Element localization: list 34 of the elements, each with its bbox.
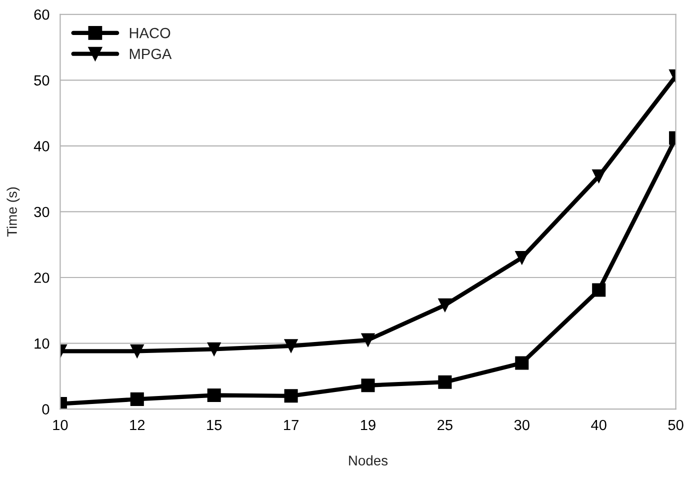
x-axis-title: Nodes [349, 455, 388, 466]
y-tick-label: 60 [34, 9, 50, 20]
x-tick-label: 19 [360, 420, 376, 430]
point [592, 169, 606, 183]
y-tick-label: 20 [34, 272, 50, 283]
point [130, 344, 144, 358]
point [361, 378, 375, 392]
point [361, 333, 375, 347]
y-tick-label: 50 [34, 75, 50, 86]
legend-label: HACO [130, 28, 170, 38]
x-tick-label: 25 [438, 420, 452, 430]
point [592, 283, 606, 297]
x-tick-label: 30 [514, 420, 530, 430]
point [438, 298, 452, 312]
y-axis-title: Time (s) [6, 187, 20, 237]
point [284, 339, 298, 353]
x-tick-label: 15 [207, 420, 222, 430]
x-tick-label: 40 [591, 420, 606, 430]
x-tick-label: 17 [284, 420, 298, 430]
point [284, 389, 298, 403]
y-tick-label: 40 [34, 141, 50, 152]
y-tick-label: 10 [34, 338, 50, 349]
point [207, 388, 221, 402]
x-tick-label: 12 [130, 420, 145, 430]
point [438, 375, 452, 389]
point [207, 342, 221, 356]
x-tick-label: 10 [53, 420, 68, 430]
y-tick-label: 0 [42, 404, 50, 414]
x-tick-label: 50 [668, 420, 684, 430]
y-tick-label: 30 [34, 206, 50, 218]
point [515, 250, 529, 265]
point [515, 356, 529, 370]
legend-label: MPGA [130, 48, 172, 60]
point [130, 392, 144, 406]
